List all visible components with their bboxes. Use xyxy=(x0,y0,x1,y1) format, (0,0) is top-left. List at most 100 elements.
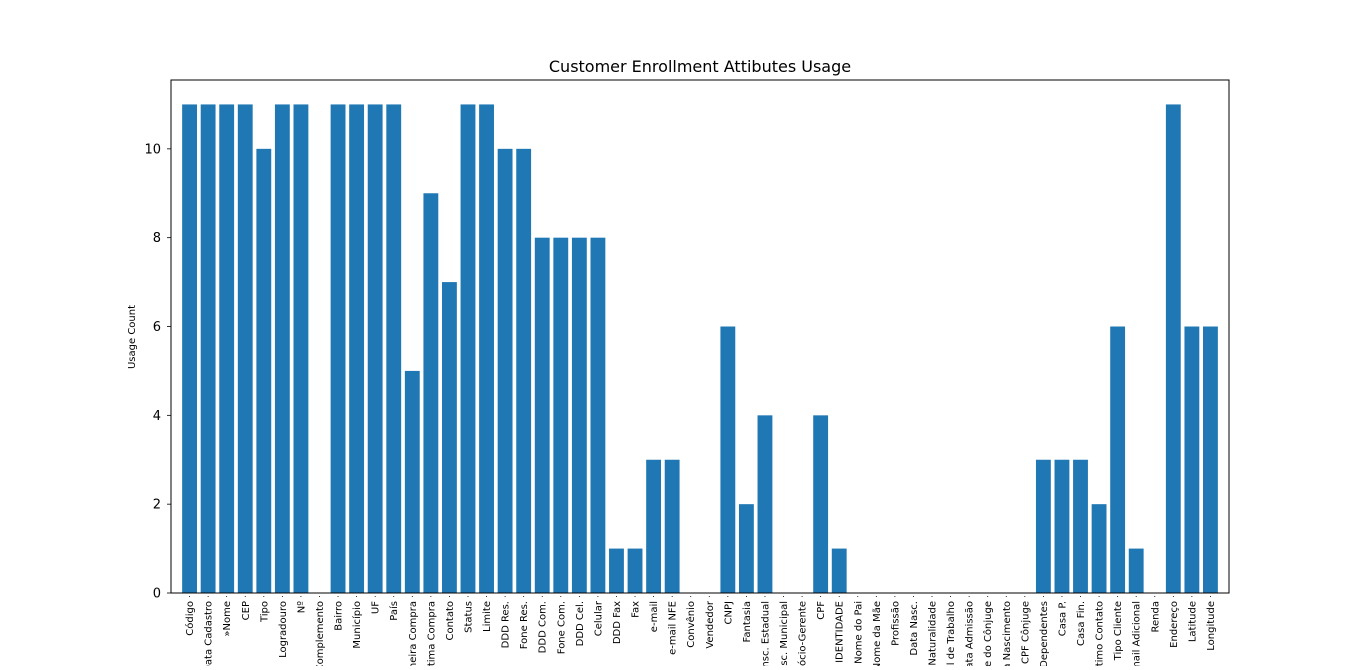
x-tick-label: Status xyxy=(463,601,474,633)
bar xyxy=(497,148,513,593)
y-tick-label: 6 xyxy=(153,320,161,335)
bar xyxy=(1128,548,1144,593)
bar xyxy=(1073,459,1088,593)
bar xyxy=(627,548,643,593)
bar xyxy=(590,237,606,593)
bar xyxy=(757,415,773,593)
x-tick-label: »Nome xyxy=(222,601,233,637)
bar xyxy=(1203,326,1218,593)
x-tick-label: DDD Fax xyxy=(612,601,623,644)
chart-title: Customer Enrollment Attibutes Usage xyxy=(549,57,851,76)
bar xyxy=(386,104,402,594)
bar xyxy=(813,415,829,593)
x-tick-label: Data Nasc. xyxy=(909,601,920,656)
x-tick-label: Fone Res. xyxy=(519,601,530,649)
x-tick-label: Nome da Mãe xyxy=(872,601,883,666)
bar xyxy=(1165,104,1181,594)
x-tick-label: Primeira Compra xyxy=(408,601,419,666)
bar xyxy=(1091,504,1107,593)
x-tick-label: Renda xyxy=(1150,601,1161,632)
x-tick-label: Última Compra xyxy=(424,601,437,666)
x-tick-label: Complemento xyxy=(315,601,326,666)
bar xyxy=(479,104,494,594)
x-tick-label: Data Admissão xyxy=(965,601,976,666)
x-tick-label: Bairro xyxy=(334,601,345,631)
bar xyxy=(720,326,736,593)
bar xyxy=(442,282,457,593)
x-tick-label: Convênio xyxy=(685,601,697,648)
bar xyxy=(293,104,309,594)
x-tick-label: DDD Com. xyxy=(538,601,549,653)
y-axis-label: Usage Count xyxy=(127,305,138,369)
x-tick-label: Celular xyxy=(593,600,604,636)
x-tick-label: E-mail Adicional xyxy=(1132,601,1143,666)
bar xyxy=(1184,326,1200,593)
x-tick-label: Fone Com. xyxy=(556,601,567,654)
y-tick-label: 4 xyxy=(153,409,161,424)
y-tick-label: 10 xyxy=(144,142,161,157)
bar xyxy=(367,104,383,594)
x-tick-label: DDD Res. xyxy=(501,601,512,648)
bar xyxy=(256,148,272,593)
x-tick-label: Insc. Municipal xyxy=(779,601,790,666)
x-tick-label: Logradouro xyxy=(278,601,289,658)
x-tick-label: Município xyxy=(351,601,363,649)
x-tick-label: Casa Fin. xyxy=(1076,601,1087,646)
bar xyxy=(349,104,365,594)
x-tick-label: CNPJ xyxy=(723,601,734,624)
x-tick-label: Longitude xyxy=(1206,601,1217,651)
x-tick-label: Sócio-Gerente xyxy=(797,601,809,666)
y-tick-label: 8 xyxy=(153,231,161,246)
x-tick-label: Último Contato xyxy=(1093,601,1106,666)
bar xyxy=(738,504,754,593)
x-tick-label: Nome do Cônjuge xyxy=(982,601,994,666)
x-tick-label: e-mail xyxy=(649,601,660,632)
bar xyxy=(182,104,197,594)
x-tick-label: Limite xyxy=(482,601,493,632)
x-tick-label: Fantasia xyxy=(742,601,753,642)
x-tick-label: Vendedor xyxy=(705,600,716,649)
bar xyxy=(423,193,439,593)
bars xyxy=(182,104,1218,594)
x-tick-label: Profissão xyxy=(890,601,901,646)
x-tick-label: IDENTIDADE xyxy=(835,601,846,663)
y-tick-label: 0 xyxy=(153,587,161,602)
bar xyxy=(200,104,216,594)
x-tick-label: Endereço xyxy=(1169,601,1180,648)
x-tick-label: Tipo Cliente xyxy=(1113,601,1124,661)
bar xyxy=(404,370,420,593)
plot-frame xyxy=(170,79,1230,594)
x-tick-label: Naturalidade xyxy=(928,601,939,666)
bar xyxy=(219,104,235,594)
bar xyxy=(664,459,680,593)
x-tick-label: Local de Trabalho xyxy=(946,601,957,666)
x-tick-label: CPF xyxy=(816,601,827,620)
bar xyxy=(330,104,346,594)
bar xyxy=(609,548,624,593)
bar xyxy=(516,148,532,593)
x-tick-label: CEP xyxy=(241,601,252,620)
bar xyxy=(460,104,476,594)
x-tick-label: Nome do Pai xyxy=(853,601,864,664)
bar xyxy=(534,237,550,593)
bar xyxy=(646,459,662,593)
bar xyxy=(1110,326,1126,593)
y-tick-label: 2 xyxy=(153,498,161,513)
bar xyxy=(1035,459,1051,593)
bar xyxy=(1054,459,1070,593)
x-tick-label: e-mail NFE xyxy=(668,601,679,655)
x-tick-label: Código xyxy=(184,601,196,636)
x-tick-label: Data Nascimento xyxy=(1002,601,1013,666)
x-tick-label: Latitude xyxy=(1187,601,1198,642)
bar xyxy=(553,237,569,593)
x-tick-label: Nº xyxy=(296,601,307,613)
x-tick-label: Tipo xyxy=(259,601,270,623)
bar xyxy=(237,104,253,594)
y-axis-ticks: 0 2 4 6 8 10 xyxy=(144,142,171,602)
x-tick-label: Casa P. xyxy=(1057,601,1068,636)
x-axis-ticks: Código Data Cadastro »Nome CEP Tipo Logradour… xyxy=(184,596,1217,666)
x-tick-label: Contato xyxy=(445,601,456,641)
x-tick-label: Data Cadastro xyxy=(204,601,215,666)
